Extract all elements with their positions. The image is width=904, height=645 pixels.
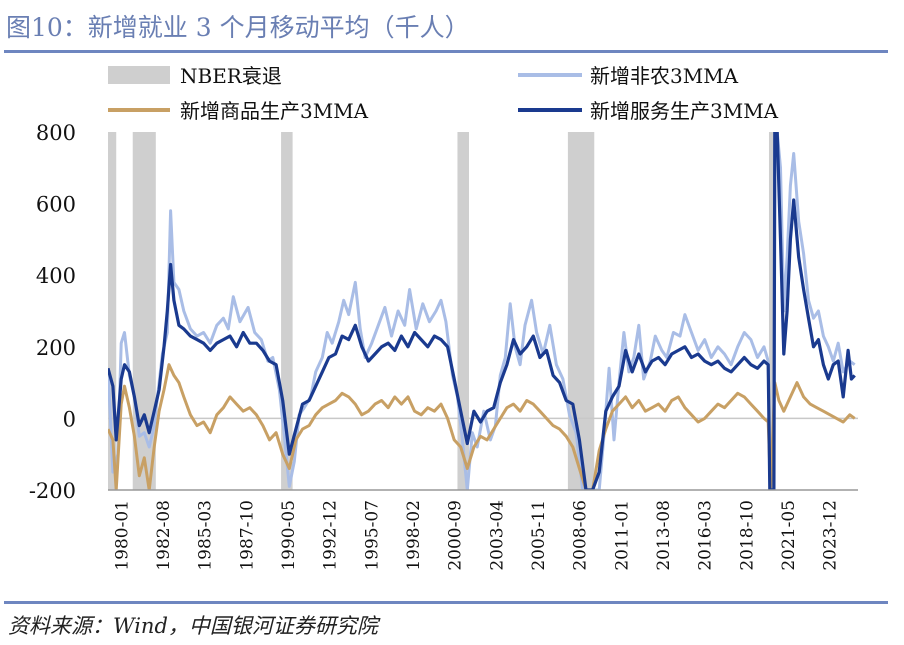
x-tick-label-2: 1985-03 (196, 500, 216, 571)
y-tick-label-0: -200 (29, 479, 76, 503)
x-tick-label-4: 1990-05 (279, 500, 299, 571)
y-tick-label-4: 600 (36, 193, 76, 217)
x-tick-label-13: 2013-08 (654, 500, 674, 571)
recession-band-4 (567, 132, 595, 490)
legend-label-goods: 新增商品生产3MMA (180, 99, 369, 123)
legend-swatch-nber (108, 66, 170, 84)
series-line-0 (108, 132, 856, 490)
series-line-1 (108, 363, 856, 490)
legend: NBER衰退 新增非农3MMA 新增商品生产3MMA 新增服务生产3MMA (108, 64, 779, 123)
y-tick-label-2: 200 (36, 336, 76, 360)
x-tick-labels: 1980-01 1982-08 1985-03 1987-10 1990-05 1992-… (112, 500, 840, 571)
y-tick-labels: -200 0 200 400 600 800 (29, 121, 76, 503)
recession-band-5 (768, 132, 774, 490)
x-tick-label-1: 1982-08 (154, 500, 174, 571)
x-tick-label-16: 2021-05 (779, 500, 799, 571)
x-tick-label-15: 2018-10 (737, 500, 757, 571)
x-tick-label-5: 1992-12 (321, 500, 341, 571)
x-tick-label-7: 1998-02 (404, 500, 424, 571)
recession-bands (108, 132, 774, 490)
x-tick-label-14: 2016-03 (696, 500, 716, 571)
x-tick-label-8: 2000-09 (446, 500, 466, 571)
series-line-2 (108, 132, 856, 490)
chart-title: 图10：新增就业 3 个月移动平均（千人） (6, 13, 470, 42)
y-tick-label-1: 0 (63, 407, 76, 431)
footer-divider (4, 601, 888, 604)
chart-svg: NBER衰退 新增非农3MMA 新增商品生产3MMA 新增服务生产3MMA -2… (29, 64, 858, 571)
x-tick-label-6: 1995-07 (362, 500, 382, 571)
legend-label-nber: NBER衰退 (180, 64, 282, 88)
x-tick-label-11: 2008-06 (571, 500, 591, 571)
x-tick-label-0: 1980-01 (112, 500, 132, 571)
x-tick-label-10: 2005-11 (529, 500, 549, 571)
x-tick-label-3: 1987-10 (237, 500, 257, 571)
legend-label-nonfarm: 新增非农3MMA (590, 64, 739, 88)
source-note: 资料来源：Wind，中国银河证券研究院 (8, 614, 378, 638)
series-lines (108, 132, 856, 490)
recession-band-2 (281, 132, 293, 490)
recession-band-3 (457, 132, 469, 490)
x-tick-label-9: 2003-04 (487, 500, 507, 571)
x-tick-label-12: 2011-01 (612, 500, 632, 571)
x-tick-label-17: 2023-12 (821, 500, 841, 571)
y-tick-label-3: 400 (36, 264, 76, 288)
recession-band-1 (132, 132, 156, 490)
y-tick-label-5: 800 (36, 121, 76, 145)
legend-label-services: 新增服务生产3MMA (590, 99, 779, 123)
recession-band-0 (108, 132, 117, 490)
title-divider (4, 50, 888, 53)
